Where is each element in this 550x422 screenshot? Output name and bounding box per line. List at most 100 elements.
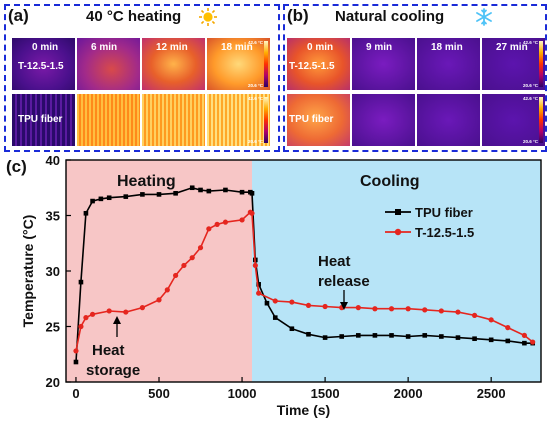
y-tick-label: 20 — [46, 375, 60, 390]
y-axis-label: Temperature (°C) — [20, 215, 36, 328]
scale-max-label: 42.6 °C — [522, 96, 538, 101]
series-line — [75, 211, 534, 352]
data-point — [322, 303, 328, 310]
sample-row-label: T-12.5-1.5 — [289, 61, 335, 72]
time-label: 12 min — [156, 42, 188, 53]
data-point — [164, 287, 170, 293]
legend-label: T-12.5-1.5 — [415, 225, 474, 240]
data-point — [156, 297, 162, 303]
data-point — [139, 305, 145, 311]
data-point — [78, 279, 84, 285]
data-point — [90, 198, 95, 204]
thermal-image: 42.6 °C 20.6 °C 27 min — [482, 38, 545, 90]
data-point — [530, 339, 536, 345]
snowflake-icon — [475, 8, 493, 31]
y-tick-label: 35 — [46, 209, 60, 224]
data-point — [322, 335, 328, 340]
annotation-heat-release-line1: Heat — [318, 253, 351, 270]
scale-max-label: 42.6 °C — [247, 96, 263, 101]
legend-label: TPU fiber — [415, 205, 473, 220]
thermal-image — [352, 94, 415, 146]
time-label: 27 min — [496, 42, 528, 53]
data-point — [106, 195, 112, 201]
panel-a-label: (a) — [8, 6, 29, 25]
data-point — [140, 192, 145, 197]
data-point — [89, 311, 96, 317]
data-point — [455, 335, 461, 340]
data-point — [189, 185, 195, 191]
data-point — [73, 348, 79, 354]
scale-max-label: 42.6 °C — [522, 40, 538, 45]
data-point — [223, 187, 228, 193]
thermal-image: 6 min — [77, 38, 140, 90]
panel-a-heating: (a) 40 °C heating 0 min T-12.5-1.5 6 min 12… — [4, 4, 280, 152]
x-tick-label: 500 — [148, 386, 170, 401]
data-point — [488, 317, 494, 323]
legend-marker — [395, 209, 401, 215]
x-tick-label: 2500 — [477, 386, 506, 401]
data-point — [505, 338, 511, 344]
x-axis-label: Time (s) — [277, 402, 330, 418]
panel-c-label: (c) — [6, 157, 27, 176]
data-point — [173, 191, 178, 196]
data-point — [521, 332, 527, 338]
y-tick-label: 40 — [46, 153, 60, 168]
data-point — [249, 210, 255, 216]
sample-row-label: TPU fiber — [18, 114, 63, 125]
scale-min-label: 20.6 °C — [247, 83, 263, 88]
data-point — [356, 333, 361, 338]
scale-min-label: 20.6 °C — [522, 83, 538, 88]
data-point — [73, 359, 79, 365]
region-cooling — [252, 160, 542, 382]
thermal-image — [417, 94, 480, 146]
data-point — [156, 192, 162, 197]
thermal-image: 0 min T-12.5-1.5 — [287, 38, 350, 90]
color-scale-bar — [539, 41, 543, 87]
region-label-heating: Heating — [117, 173, 176, 190]
data-point — [389, 333, 394, 338]
x-tick-label: 0 — [72, 386, 79, 401]
color-scale-bar — [264, 41, 268, 87]
data-point — [405, 334, 411, 339]
time-label: 9 min — [366, 42, 393, 53]
data-point — [123, 194, 129, 199]
color-scale-bar — [264, 97, 268, 143]
data-point — [505, 325, 511, 331]
data-point — [83, 315, 89, 321]
data-point — [488, 337, 494, 343]
thermal-image: 12 min — [142, 38, 205, 90]
data-point — [422, 307, 428, 313]
data-point — [98, 196, 104, 202]
data-point — [372, 306, 378, 312]
data-point — [189, 255, 195, 261]
data-point — [339, 334, 344, 339]
data-point — [522, 340, 527, 346]
annotation-heat-storage-line1: Heat — [92, 342, 125, 359]
data-point — [206, 188, 212, 194]
data-point — [388, 306, 395, 312]
scale-min-label: 20.6 °C — [247, 139, 263, 144]
data-point — [206, 226, 212, 232]
time-label: 0 min — [307, 42, 334, 53]
data-point — [272, 315, 278, 320]
scale-min-label: 20.6 °C — [522, 139, 538, 144]
thermal-image — [142, 94, 205, 146]
data-point — [83, 210, 89, 216]
region-heating — [66, 160, 253, 382]
panel-b-cooling: (b) Natural cooling 0 min T-12.5-1.5 9 min… — [283, 4, 547, 152]
data-point — [252, 262, 258, 269]
data-point — [78, 323, 84, 330]
legend: TPU fiber T-12.5-1.5 — [385, 205, 474, 240]
thermal-image: TPU fiber — [287, 94, 350, 146]
data-point — [222, 219, 229, 225]
data-point — [306, 331, 311, 337]
annotation-heat-storage-line2: storage — [86, 362, 140, 379]
panel-b-title: Natural cooling — [335, 8, 445, 25]
data-point — [422, 333, 428, 338]
data-point — [472, 336, 477, 342]
data-point — [123, 309, 129, 315]
scale-max-label: 42.6 °C — [247, 40, 263, 45]
data-point — [173, 272, 179, 279]
data-point — [256, 282, 261, 287]
annotation-heat-release-line2: release — [318, 273, 370, 290]
